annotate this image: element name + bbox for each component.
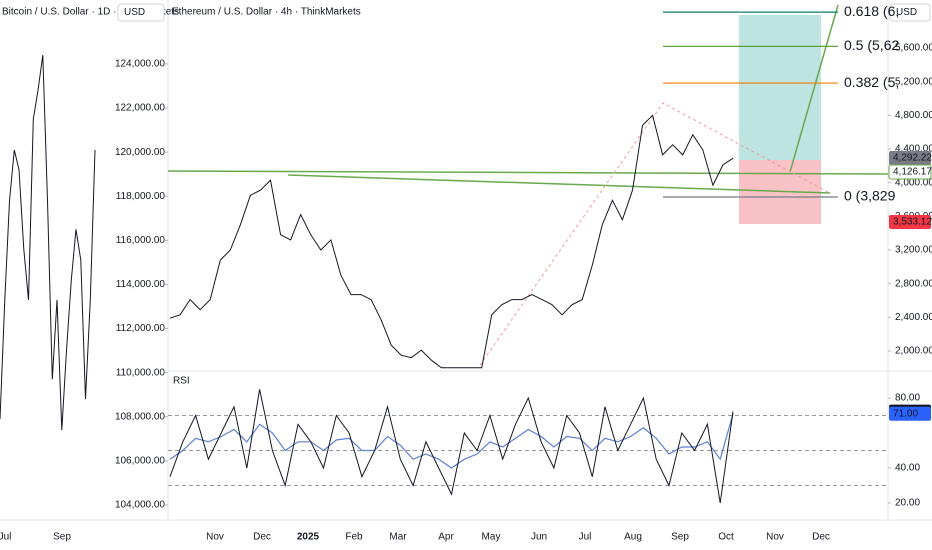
- currency-box[interactable]: [117, 3, 165, 22]
- currency-box[interactable]: [889, 3, 931, 22]
- x-tick-label: Jun: [531, 532, 547, 543]
- price-badge-label: 3,533.12: [893, 217, 932, 228]
- y-tick-label: 118,000.00: [116, 191, 166, 202]
- price-badge-label: 4,126.17: [893, 167, 932, 178]
- x-tick-label: Dec: [812, 532, 830, 543]
- y-tick-label: 124,000.00: [115, 59, 165, 70]
- y-tick-label: 108,000.00: [115, 411, 165, 422]
- profit-zone: [739, 15, 821, 160]
- btc-title: Bitcoin / U.S. Dollar · 1D · ThinkMarket…: [2, 7, 179, 18]
- y-tick-label: 5,600.00: [895, 43, 932, 54]
- x-tick-label: Sep: [671, 532, 689, 543]
- y-tick-label: 4,400.00: [895, 144, 932, 155]
- x-tick-label: Nov: [766, 532, 784, 543]
- projection-line: [789, 4, 839, 173]
- x-tick-label: Sep: [53, 532, 71, 543]
- y-tick-label: 40.00: [895, 463, 920, 474]
- x-tick-label: Oct: [718, 532, 734, 543]
- x-tick-label: Jul: [0, 532, 11, 543]
- fib-label: 0.5 (5,62: [844, 37, 899, 53]
- x-tick-label: Mar: [389, 532, 407, 543]
- y-tick-label: 20.00: [895, 498, 920, 509]
- x-tick-label: May: [482, 532, 501, 543]
- rsi-line: [169, 389, 734, 503]
- y-tick-label: 2,800.00: [895, 278, 932, 289]
- x-tick-label: Nov: [206, 532, 224, 543]
- y-tick-label: 112,000.00: [116, 323, 166, 334]
- price-badge: [888, 164, 932, 180]
- fib-guide: [479, 102, 829, 366]
- x-tick-label: Feb: [345, 532, 363, 543]
- fib-label: 0.382 (5,: [844, 74, 899, 90]
- y-tick-label: 4,000.00: [895, 177, 932, 188]
- price-badge-label: 4,292.22: [893, 153, 932, 164]
- price-badge: [889, 151, 931, 166]
- y-tick-label: 4,800.00: [895, 110, 932, 121]
- price-line: [169, 114, 734, 369]
- fib-label: 0 (3,829: [844, 188, 896, 204]
- y-tick-label: 120,000.00: [115, 147, 165, 158]
- price-line: [0, 55, 96, 431]
- y-tick-label: 110,000.00: [116, 367, 166, 378]
- x-tick-label: Jul: [579, 532, 592, 543]
- eth-title: Ethereum / U.S. Dollar · 4h · ThinkMarke…: [172, 7, 361, 18]
- price-badge-label: 71.00: [893, 408, 918, 419]
- y-tick-label: 106,000.00: [115, 456, 165, 467]
- trendline: [167, 170, 889, 175]
- fib-label: 0.618 (6,: [844, 3, 899, 19]
- trendline: [287, 174, 831, 194]
- price-badge: [889, 406, 931, 421]
- x-tick-label: Apr: [438, 532, 454, 543]
- y-tick-label: 116,000.00: [116, 235, 166, 246]
- eth-currency[interactable]: USD: [896, 7, 917, 18]
- y-tick-label: 2,400.00: [895, 312, 932, 323]
- price-badge: [889, 214, 931, 229]
- y-tick-label: 122,000.00: [115, 103, 165, 114]
- btc-currency[interactable]: USD: [124, 7, 145, 18]
- x-tick-label: 2025: [297, 532, 320, 543]
- x-tick-label: Aug: [624, 532, 642, 543]
- y-tick-label: 80.00: [895, 393, 920, 404]
- x-tick-label: Dec: [253, 532, 271, 543]
- y-tick-label: 3,200.00: [895, 245, 932, 256]
- y-tick-label: 5,200.00: [895, 76, 932, 87]
- rsi-title: RSI: [173, 376, 190, 387]
- y-tick-label: 114,000.00: [116, 279, 166, 290]
- rsi-ma-line: [169, 413, 734, 469]
- y-tick-label: 2,000.00: [895, 346, 932, 357]
- y-tick-label: 104,000.00: [115, 500, 165, 511]
